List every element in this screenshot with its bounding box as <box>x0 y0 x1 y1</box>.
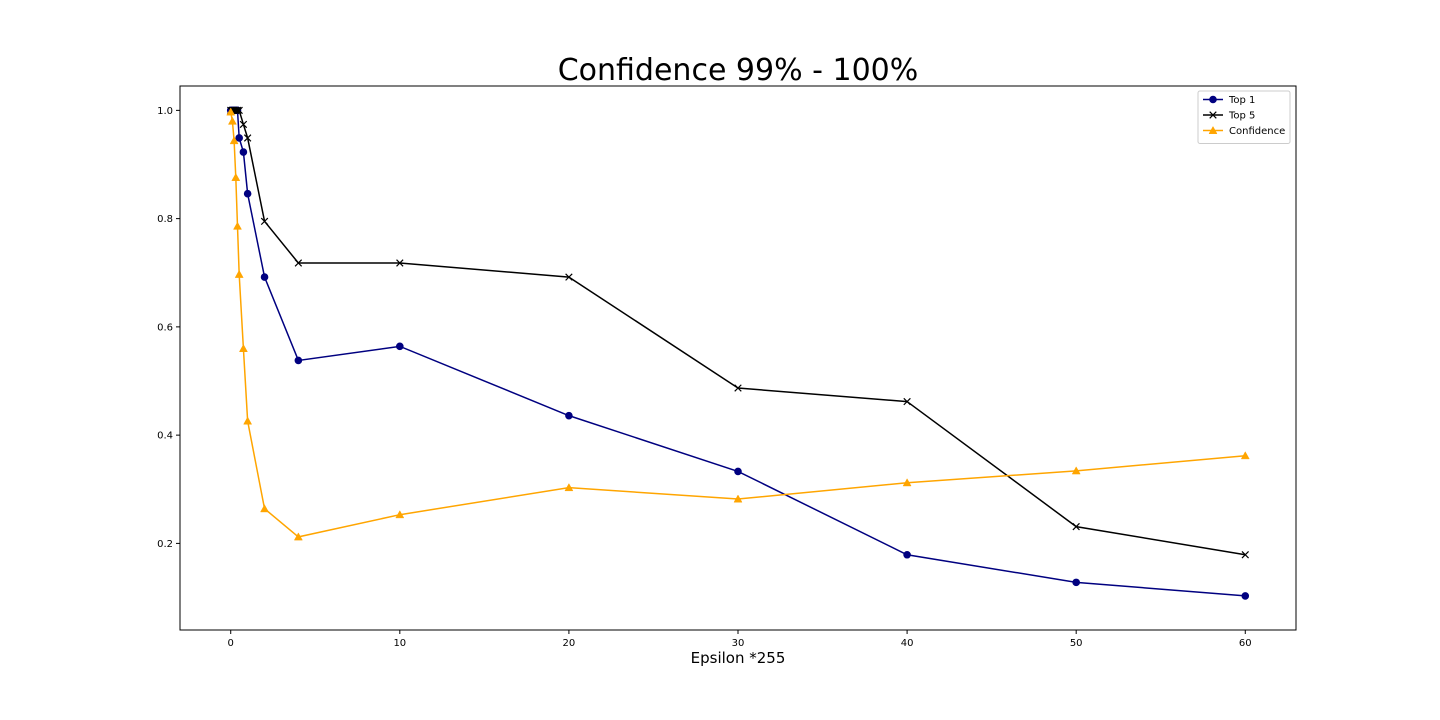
data-point-confidence <box>227 116 237 125</box>
legend-marker <box>1209 95 1217 104</box>
x-tick-label: 50 <box>1070 638 1083 649</box>
legend-marker <box>1208 125 1218 134</box>
x-tick-label: 60 <box>1239 638 1252 649</box>
legend-label: Top 1 <box>1228 95 1255 106</box>
data-point-top-1 <box>396 342 404 351</box>
data-point-confidence <box>260 504 269 513</box>
data-point-confidence <box>243 416 253 425</box>
data-point-top-1 <box>243 189 252 198</box>
data-point-confidence <box>1240 451 1250 460</box>
data-point-top-5 <box>233 106 242 115</box>
data-point-top-1 <box>903 550 911 559</box>
data-point-top-5 <box>396 259 404 267</box>
series-line-confidence <box>229 111 1246 538</box>
legend-item-top-1: Top 1 <box>1203 95 1255 106</box>
data-point-confidence <box>395 510 405 519</box>
data-point-confidence <box>733 494 743 503</box>
data-point-top-5 <box>239 120 248 129</box>
x-tick-label: 20 <box>563 638 576 649</box>
data-point-confidence <box>238 344 248 352</box>
data-point-top-1 <box>260 273 269 281</box>
series-layer <box>226 106 1250 600</box>
legend-marker <box>1209 111 1217 119</box>
data-point-top-5 <box>734 384 742 392</box>
data-point-top-1 <box>1072 578 1080 587</box>
data-point-confidence <box>233 221 242 230</box>
data-point-top-1 <box>235 134 243 142</box>
x-axis-label: Epsilon *255 <box>691 649 786 667</box>
legend-label: Confidence <box>1229 126 1285 137</box>
chart-title: Confidence 99% - 100% <box>558 53 919 88</box>
data-point-confidence <box>226 107 236 116</box>
y-tick-label: 0.2 <box>157 539 173 550</box>
x-tick-label: 0 <box>228 638 234 649</box>
data-point-top-5 <box>1241 551 1249 559</box>
data-point-top-5 <box>294 259 303 267</box>
data-point-confidence <box>293 532 303 541</box>
data-point-confidence <box>231 172 241 181</box>
y-tick-label: 0.8 <box>157 214 173 225</box>
legend-item-confidence: Confidence <box>1203 125 1285 137</box>
legend: Top 1 Top 5 Confidence <box>1197 90 1291 144</box>
data-point-top-1 <box>1241 592 1250 600</box>
y-tick-label: 0.6 <box>157 322 173 333</box>
series-confidence <box>226 107 1250 541</box>
x-tick-label: 40 <box>901 638 914 649</box>
data-point-top-5 <box>243 134 252 142</box>
x-tick-label: 30 <box>732 638 745 649</box>
x-tick-label: 10 <box>393 638 406 649</box>
data-point-confidence <box>902 478 912 487</box>
data-point-confidence <box>229 136 239 145</box>
data-point-top-5 <box>903 397 911 406</box>
y-axis: 0.2 0.4 0.6 0.8 1.0 <box>157 106 180 550</box>
x-axis: 0 10 20 30 40 50 60 <box>228 630 1252 649</box>
data-point-top-1 <box>565 411 573 420</box>
y-tick-label: 0.4 <box>157 431 173 442</box>
legend-item-top-5: Top 5 <box>1203 111 1255 122</box>
plot-area <box>180 86 1296 630</box>
data-point-confidence <box>564 483 574 492</box>
data-point-top-5 <box>260 217 269 226</box>
data-point-confidence <box>234 269 244 278</box>
data-point-top-5 <box>235 106 243 115</box>
data-point-top-5 <box>1072 522 1080 531</box>
legend-label: Top 5 <box>1228 111 1255 122</box>
data-point-top-1 <box>239 148 248 156</box>
y-tick-label: 1.0 <box>157 106 173 117</box>
data-point-top-5 <box>565 273 573 281</box>
data-point-confidence <box>1071 466 1081 475</box>
data-point-top-5 <box>232 106 240 115</box>
data-point-top-1 <box>294 356 303 365</box>
data-point-top-1 <box>734 467 742 476</box>
